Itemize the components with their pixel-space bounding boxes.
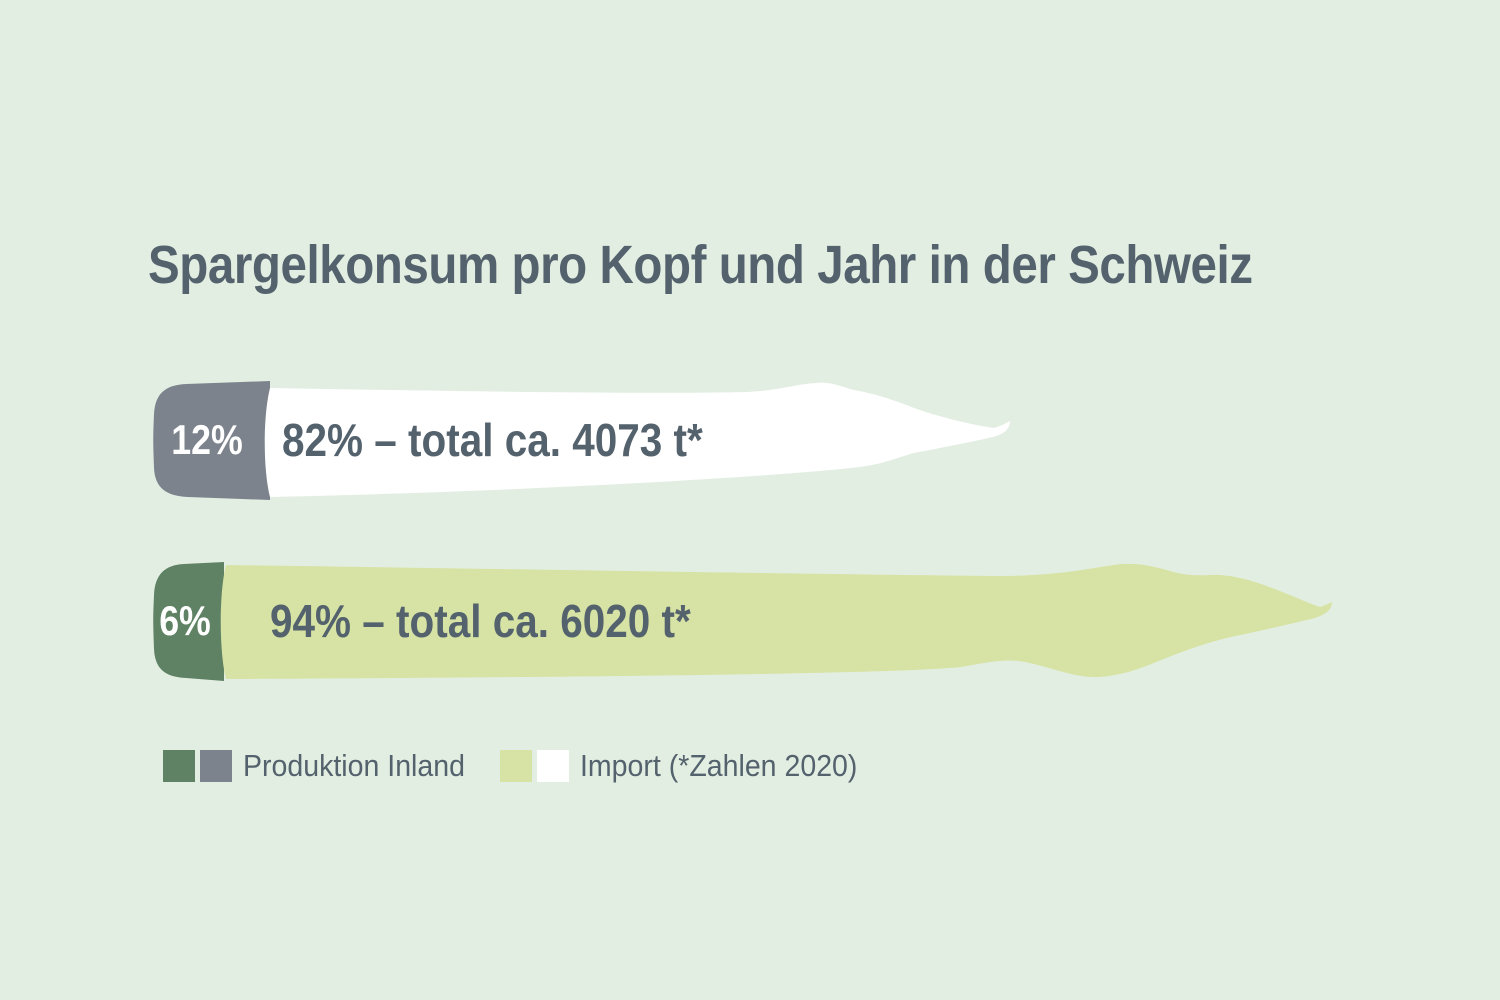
bar2-inland-value: 6% bbox=[159, 597, 211, 644]
legend-swatch-import-white-rect bbox=[537, 750, 569, 782]
legend-label-produktion: Produktion Inland bbox=[243, 748, 465, 783]
bar1-import-value: 82% – total ca. 4073 t* bbox=[282, 414, 703, 466]
legend-swatch-inland-gray-rect bbox=[200, 750, 232, 782]
bar-white-asparagus bbox=[153, 381, 1010, 500]
bar2-import-value: 94% – total ca. 6020 t* bbox=[270, 595, 691, 647]
bar1-import-segment bbox=[264, 382, 1010, 497]
legend-produktion: Produktion Inland bbox=[163, 748, 484, 783]
bar2-inland-segment bbox=[153, 562, 224, 681]
legend-swatch-import-green bbox=[500, 750, 532, 782]
legend-swatch-import-white bbox=[537, 750, 569, 782]
legend-swatch-import-green-rect bbox=[500, 750, 532, 782]
legend-swatch-inland-green bbox=[163, 750, 195, 782]
legend-swatch-inland-green-rect bbox=[163, 750, 195, 782]
legend-swatch-inland-gray bbox=[200, 750, 232, 782]
legend-label-import: Import (*Zahlen 2020) bbox=[580, 748, 858, 783]
bar-green-asparagus bbox=[153, 562, 1332, 681]
chart-title: Spargelkonsum pro Kopf und Jahr in der S… bbox=[148, 235, 1253, 295]
bar2-import-segment bbox=[220, 563, 1332, 679]
bar1-inland-segment bbox=[153, 381, 270, 500]
bar1-inland-value: 12% bbox=[171, 416, 243, 463]
legend-import: Import (*Zahlen 2020) bbox=[500, 748, 882, 783]
